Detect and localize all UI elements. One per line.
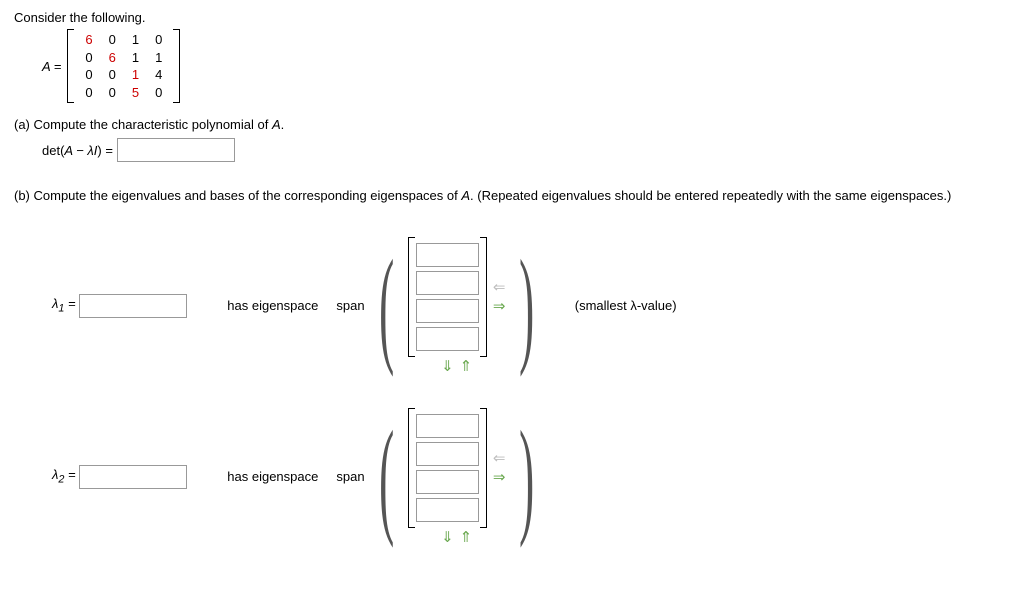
remove-col-icon[interactable]: ⇐: [493, 280, 506, 295]
matrix-cell: 6: [101, 49, 124, 67]
vector-bracket-2: [408, 408, 487, 528]
left-paren-icon: (: [379, 254, 394, 358]
det-input[interactable]: [117, 138, 235, 162]
matrix-cell: 5: [124, 84, 147, 102]
span-arg-1: ( ⇐ ⇒ ⇓ ⇑ ): [365, 237, 549, 374]
matrix-cell: 0: [77, 84, 100, 102]
part-a-var: A: [272, 117, 281, 132]
row-arrows-1: ⇓ ⇑: [441, 359, 472, 374]
vec2-entry-2[interactable]: [416, 442, 479, 466]
vector-bracket-1: [408, 237, 487, 357]
part-a-prompt: (a) Compute the characteristic polynomia…: [14, 117, 272, 132]
matrix-cell: 0: [101, 66, 124, 84]
col-arrows-2: ⇐ ⇒: [493, 451, 506, 485]
matrix-label: A =: [42, 59, 61, 74]
vec2-entry-1[interactable]: [416, 414, 479, 438]
remove-row-icon[interactable]: ⇑: [460, 530, 473, 545]
part-a: (a) Compute the characteristic polynomia…: [14, 117, 1010, 162]
matrix-cell: 0: [147, 31, 170, 49]
lambda-1-input[interactable]: [79, 294, 187, 318]
matrix-A: A = 6 0 1 0 0 6 1 1 0 0 1 4 0 0: [42, 29, 180, 103]
matrix-cell: 0: [77, 49, 100, 67]
matrix-cell: 0: [101, 31, 124, 49]
part-b-prompt: (b) Compute the eigenvalues and bases of…: [14, 188, 461, 203]
span-arg-2: ( ⇐ ⇒ ⇓ ⇑ ): [365, 408, 549, 545]
add-col-icon[interactable]: ⇒: [493, 299, 506, 314]
vec2-entry-3[interactable]: [416, 470, 479, 494]
matrix-cell: 1: [124, 66, 147, 84]
span-label-2: span: [336, 469, 364, 484]
intro-text: Consider the following.: [14, 10, 1010, 25]
row-arrows-2: ⇓ ⇑: [441, 530, 472, 545]
eigen-row-2: λ2 = has eigenspace span ( ⇐ ⇒: [42, 408, 1010, 545]
add-row-icon[interactable]: ⇓: [441, 530, 454, 545]
matrix-cell: 1: [147, 49, 170, 67]
vec2-entry-4[interactable]: [416, 498, 479, 522]
col-arrows-1: ⇐ ⇒: [493, 280, 506, 314]
matrix-cell: 6: [77, 31, 100, 49]
matrix-cell: 0: [147, 84, 170, 102]
add-row-icon[interactable]: ⇓: [441, 359, 454, 374]
remove-col-icon[interactable]: ⇐: [493, 451, 506, 466]
has-eigenspace-1: has eigenspace: [227, 298, 318, 313]
part-b: (b) Compute the eigenvalues and bases of…: [14, 188, 1010, 203]
matrix-cell: 1: [124, 31, 147, 49]
span-label-1: span: [336, 298, 364, 313]
part-b-end: . (Repeated eigenvalues should be entere…: [470, 188, 951, 203]
lambda-eq: =: [64, 296, 75, 311]
remove-row-icon[interactable]: ⇑: [460, 359, 473, 374]
right-paren-icon: ): [520, 425, 535, 529]
matrix-cell: 4: [147, 66, 170, 84]
left-paren-icon: (: [379, 425, 394, 529]
lambda-1-label: λ1 =: [52, 296, 76, 315]
vec1-entry-1[interactable]: [416, 243, 479, 267]
part-b-var: A: [461, 188, 470, 203]
smallest-note: (smallest λ-value): [575, 298, 677, 313]
part-a-end: .: [281, 117, 285, 132]
det-label-var: A − λI: [64, 143, 97, 158]
matrix-brackets: 6 0 1 0 0 6 1 1 0 0 1 4 0 0 5 0: [67, 29, 180, 103]
matrix-cell: 1: [124, 49, 147, 67]
vec1-entry-4[interactable]: [416, 327, 479, 351]
lambda-eq: =: [64, 467, 75, 482]
add-col-icon[interactable]: ⇒: [493, 470, 506, 485]
lambda-2-input[interactable]: [79, 465, 187, 489]
lambda-2-label: λ2 =: [52, 467, 76, 486]
right-paren-icon: ): [520, 254, 535, 358]
vec1-entry-2[interactable]: [416, 271, 479, 295]
has-eigenspace-2: has eigenspace: [227, 469, 318, 484]
matrix-table: 6 0 1 0 0 6 1 1 0 0 1 4 0 0 5 0: [77, 31, 170, 101]
matrix-cell: 0: [101, 84, 124, 102]
det-label-pre: det(: [42, 143, 64, 158]
vec1-entry-3[interactable]: [416, 299, 479, 323]
eigen-row-1: λ1 = has eigenspace span ( ⇐ ⇒: [42, 237, 1010, 374]
det-label-post: ) =: [97, 143, 113, 158]
matrix-cell: 0: [77, 66, 100, 84]
